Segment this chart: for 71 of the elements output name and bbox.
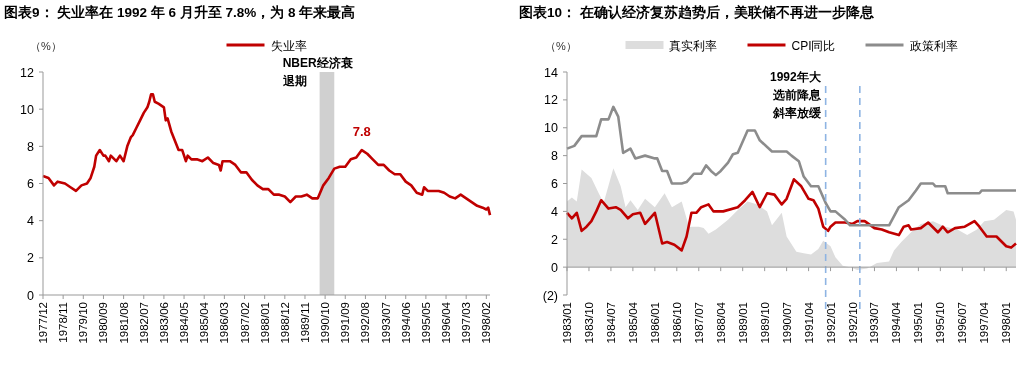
x-tick-label: 1992/08 (359, 302, 372, 344)
y-tick-label: 14 (544, 65, 559, 80)
x-tick-label: 1985/04 (198, 301, 211, 344)
x-tick-label: 1992/01 (824, 302, 837, 344)
x-tick-label: 1996/04 (440, 301, 453, 344)
y-tick-label: 0 (551, 260, 559, 275)
x-tick-label: 1978/11 (57, 302, 70, 343)
chart-title: 图表10： 在确认经济复苏趋势后，美联储不再进一步降息 (519, 4, 875, 20)
chart-title: 图表9： 失业率在 1992 年 6 月升至 7.8%，为 8 年来最高 (4, 4, 356, 20)
y-tick-label: 4 (551, 204, 559, 219)
x-tick-label: 1989/10 (758, 302, 771, 344)
x-tick-label: 1995/01 (912, 302, 925, 344)
legend-label: 政策利率 (909, 38, 958, 53)
x-tick-label: 1997/03 (460, 302, 473, 344)
x-tick-label: 1984/07 (604, 302, 617, 344)
x-tick-label: 1985/04 (626, 301, 639, 344)
x-tick-label: 1992/10 (846, 302, 859, 344)
x-tick-label: 1997/04 (978, 301, 991, 344)
x-tick-label: 1990/07 (780, 302, 793, 344)
x-tick-label: 1988/04 (714, 301, 727, 344)
x-tick-label: 1995/05 (419, 302, 432, 344)
x-tick-label: 1986/01 (648, 302, 661, 344)
ref-line-label: 1992年大选前降息斜率放缓 (769, 70, 822, 120)
x-tick-label: 1980/09 (97, 302, 110, 344)
x-tick-label: 1989/11 (298, 302, 311, 343)
x-tick-label: 1986/10 (670, 302, 683, 344)
x-tick-label: 1998/02 (480, 302, 493, 344)
y-tick-label: 6 (551, 177, 559, 191)
y-tick-label: 8 (27, 139, 35, 154)
x-tick-label: 1977/12 (37, 302, 49, 344)
x-tick-label: 1988/01 (258, 302, 271, 344)
legend-label: 真实利率 (669, 38, 718, 53)
y-tick-label: 12 (20, 65, 35, 80)
y-tick-label: 10 (20, 102, 35, 117)
x-tick-label: 1987/02 (238, 302, 251, 344)
x-tick-label: 1994/04 (890, 301, 903, 344)
x-tick-label: 1983/10 (582, 302, 595, 344)
band-label: NBER经济衰退期 (281, 56, 353, 88)
x-tick-label: 1983/01 (561, 302, 573, 344)
x-tick-label: 1989/01 (736, 302, 749, 344)
x-tick-label: 1982/07 (137, 302, 150, 344)
x-tick-label: 1983/06 (157, 302, 170, 344)
x-tick-label: 1993/07 (379, 302, 392, 344)
x-tick-label: 1987/07 (692, 302, 705, 344)
y-tick-label: 10 (544, 121, 559, 136)
x-tick-label: 1988/12 (278, 302, 291, 344)
y-tick-label: 6 (27, 177, 35, 191)
x-tick-label: 1986/03 (218, 302, 231, 344)
legend-label: 失业率 (270, 38, 307, 53)
y-tick-label: 4 (27, 214, 35, 229)
y-tick-label: 8 (551, 149, 559, 164)
y-tick-label: 2 (27, 251, 35, 266)
x-tick-label: 1998/01 (1000, 302, 1013, 344)
annotation: 7.8 (352, 124, 371, 140)
x-tick-label: 1991/09 (339, 302, 352, 344)
x-tick-label: 1993/07 (868, 302, 881, 344)
y-tick-label: 2 (551, 232, 559, 247)
y-tick-label: 0 (27, 288, 35, 303)
y-tick-label: 12 (544, 93, 559, 108)
x-tick-label: 1994/06 (399, 302, 412, 344)
legend-label: CPI同比 (791, 38, 836, 53)
x-tick-label: 1981/08 (117, 302, 130, 344)
x-tick-label: 1996/07 (956, 302, 969, 344)
x-tick-label: 1979/10 (77, 302, 90, 344)
x-tick-label: 1984/05 (178, 302, 191, 344)
x-tick-label: 1990/10 (319, 302, 332, 344)
y-axis-title: （%） (545, 40, 577, 52)
x-tick-label: 1995/10 (934, 302, 947, 344)
y-tick-label: (2) (542, 288, 558, 303)
y-axis-title: （%） (30, 40, 62, 52)
x-tick-label: 1991/04 (802, 301, 815, 344)
